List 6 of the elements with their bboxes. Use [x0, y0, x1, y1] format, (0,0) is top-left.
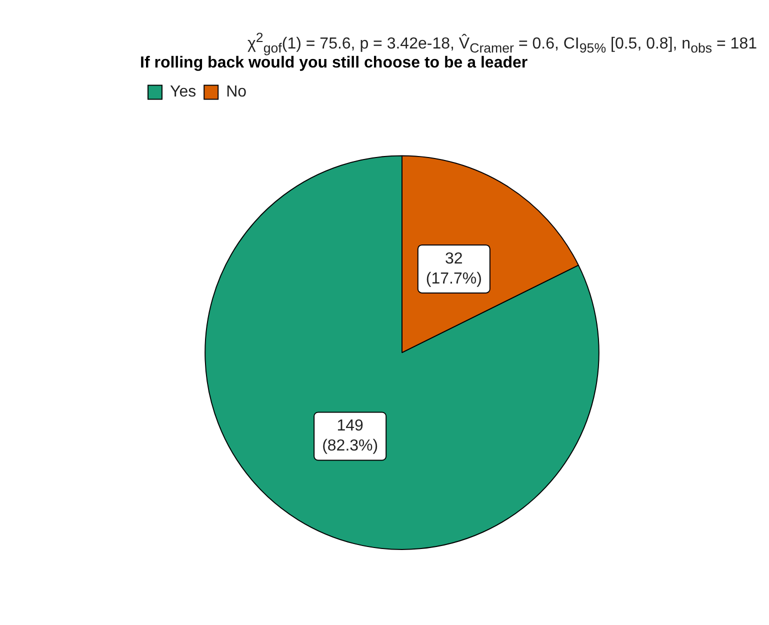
data-label: 32 (17.7%) — [426, 250, 482, 288]
legend-label: No — [226, 84, 247, 101]
chart-title: χ$^{2}$$_{gof}$(1) = 75.6, p = 3.42e-18, V̂$_{Cramer}$ = 0.6, CI$_{95%}$ [0.5, 0.8], n$_{obs}$ = 181 — [248, 30, 757, 56]
data-label: 149 (82.3%) — [322, 418, 378, 455]
legend-title: If rolling back would you still choose to be a leader — [140, 54, 528, 72]
legend-label: Yes — [170, 84, 196, 101]
